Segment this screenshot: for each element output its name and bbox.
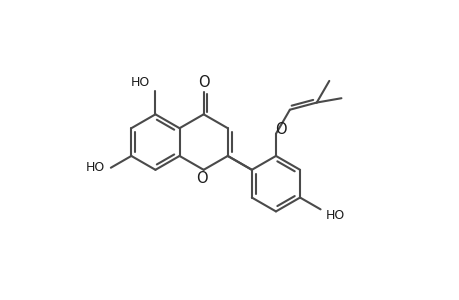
- Text: O: O: [196, 171, 207, 186]
- Text: O: O: [197, 75, 209, 90]
- Text: HO: HO: [131, 76, 150, 89]
- Text: O: O: [274, 122, 286, 137]
- Text: HO: HO: [325, 209, 344, 222]
- Text: HO: HO: [85, 161, 105, 174]
